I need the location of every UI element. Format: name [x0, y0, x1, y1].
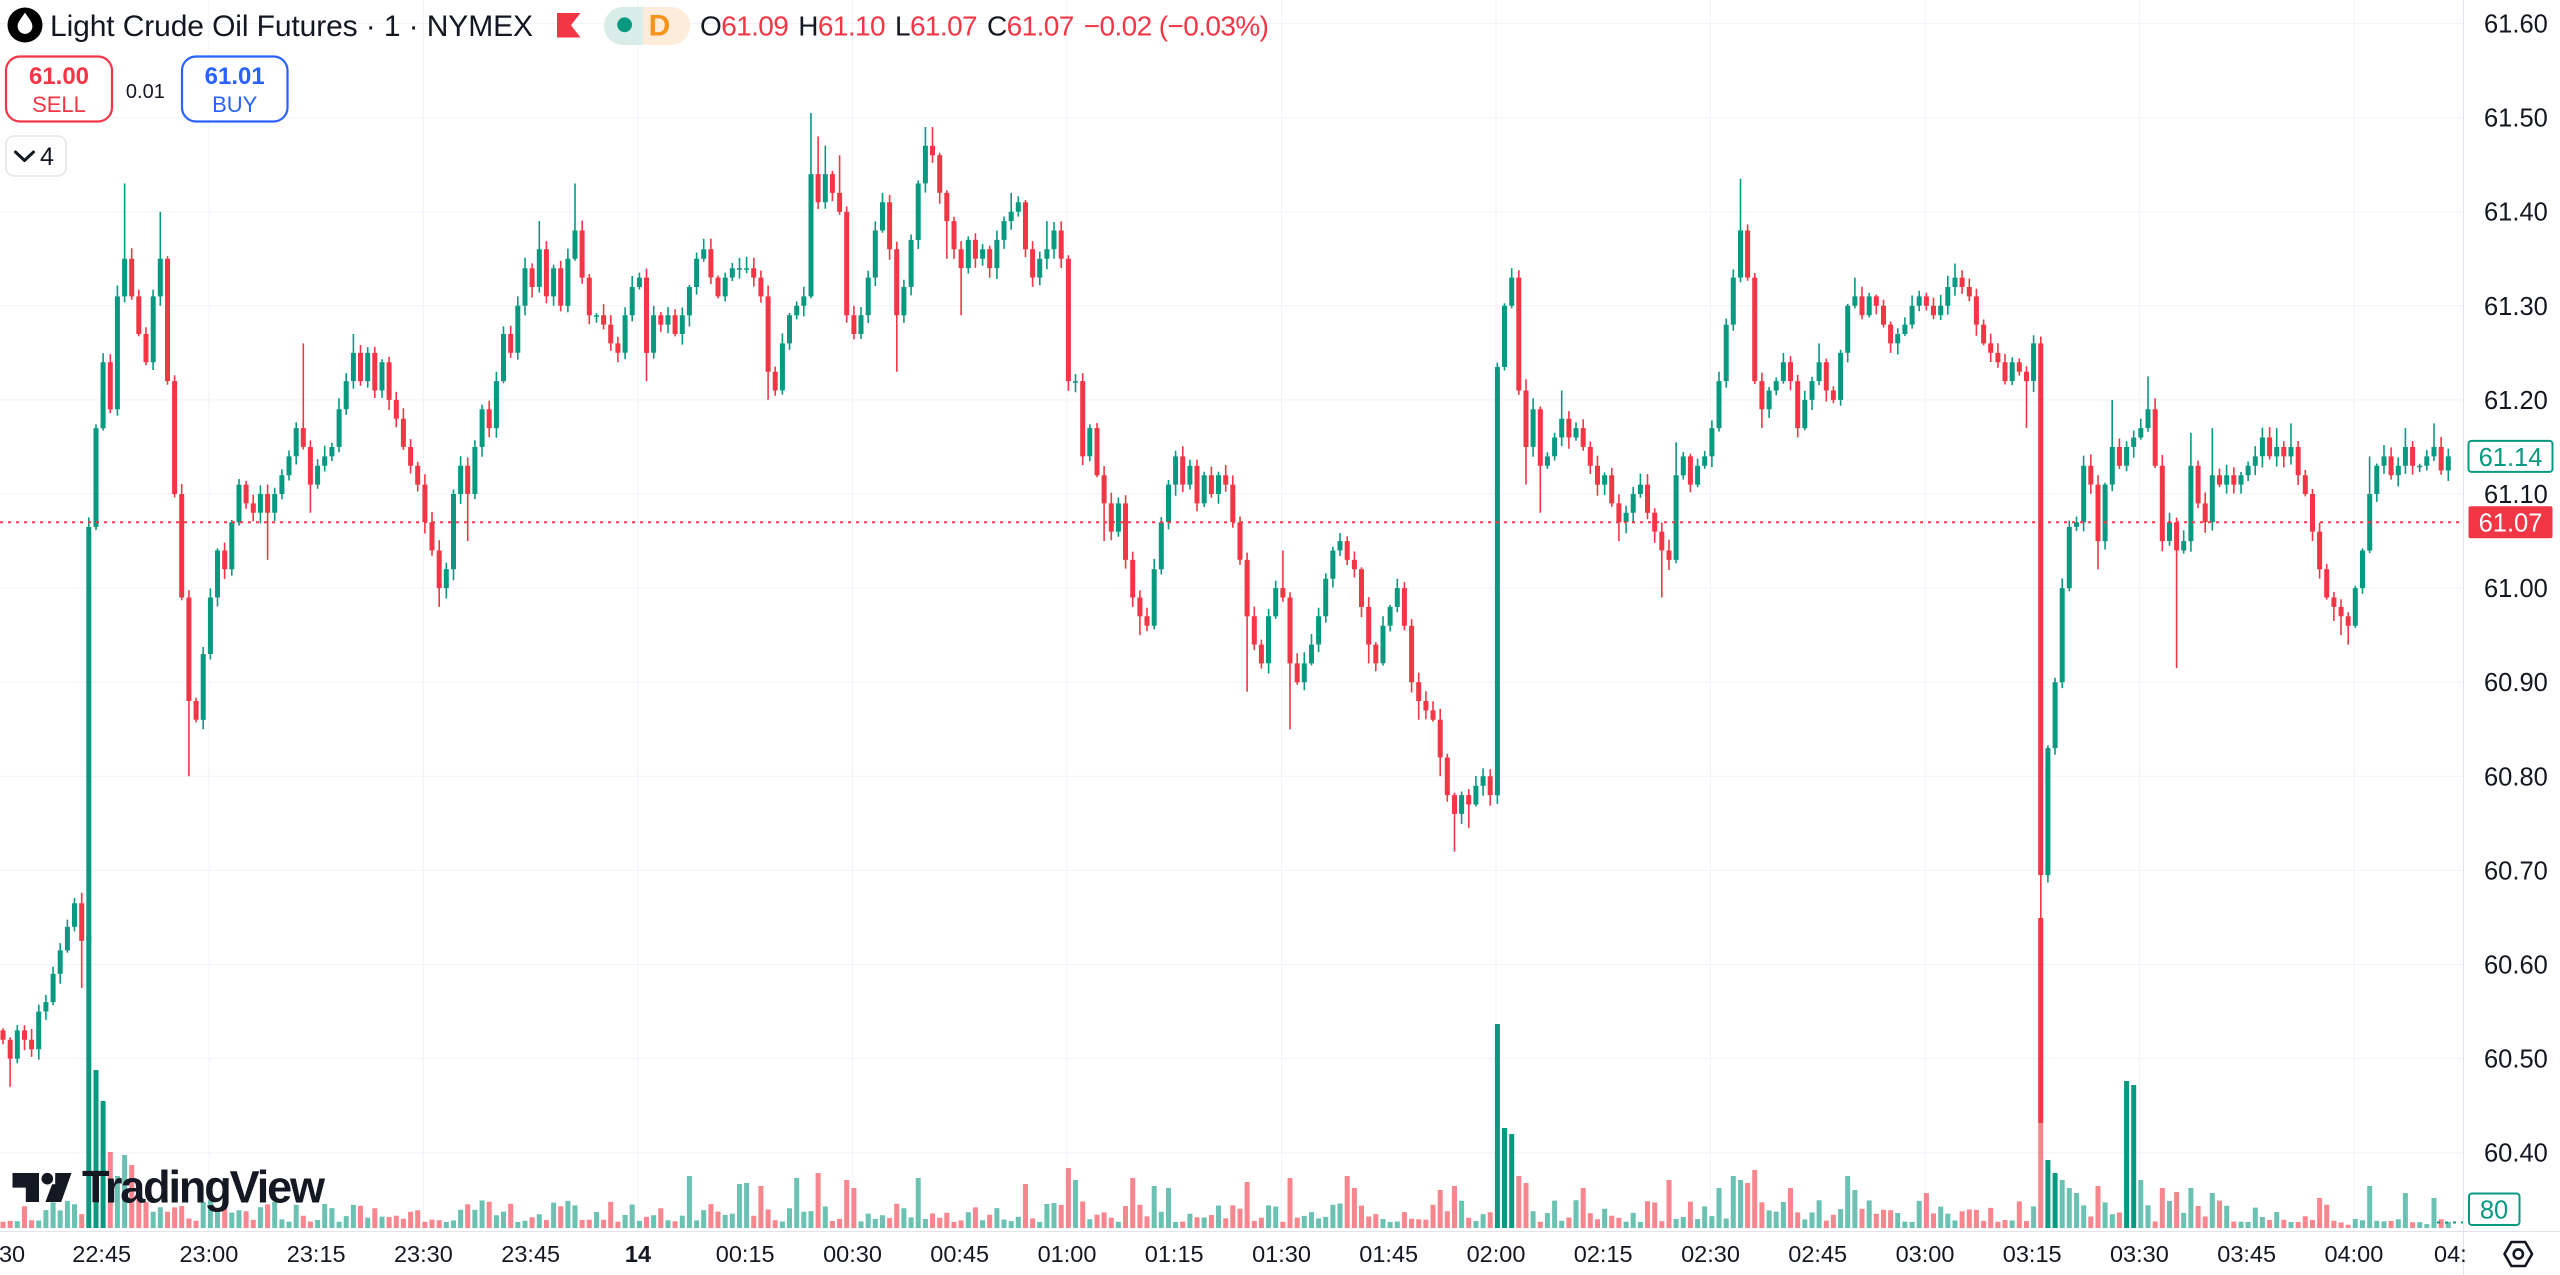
svg-text:Light Crude Oil Futures · 1 ·: Light Crude Oil Futures · 1 · NYMEX [50, 10, 533, 43]
svg-text:02:15: 02:15 [1574, 1241, 1633, 1267]
svg-text:00:15: 00:15 [716, 1241, 775, 1267]
svg-text:23:00: 23:00 [179, 1241, 238, 1267]
svg-text:61.14: 61.14 [2479, 444, 2543, 472]
svg-text:02:45: 02:45 [1788, 1241, 1847, 1267]
svg-text:01:00: 01:00 [1038, 1241, 1097, 1267]
svg-text:30: 30 [0, 1241, 25, 1267]
svg-text:61.00: 61.00 [2484, 575, 2548, 603]
svg-text:61.07: 61.07 [2479, 510, 2543, 538]
svg-text:0.01: 0.01 [126, 81, 165, 103]
svg-text:80: 80 [2480, 1197, 2508, 1225]
svg-text:00:45: 00:45 [930, 1241, 989, 1267]
svg-text:TradingView: TradingView [82, 1162, 326, 1213]
svg-text:60.80: 60.80 [2484, 763, 2548, 791]
svg-text:01:15: 01:15 [1145, 1241, 1204, 1267]
svg-text:SELL: SELL [32, 92, 86, 117]
svg-text:04:00: 04:00 [2324, 1241, 2383, 1267]
svg-text:02:00: 02:00 [1467, 1241, 1526, 1267]
svg-text:14: 14 [625, 1241, 651, 1267]
svg-text:61.00: 61.00 [29, 63, 89, 90]
svg-text:04:: 04: [2434, 1241, 2467, 1267]
svg-text:60.60: 60.60 [2484, 952, 2548, 980]
svg-text:01:45: 01:45 [1359, 1241, 1418, 1267]
svg-text:01:30: 01:30 [1252, 1241, 1311, 1267]
svg-text:61.60: 61.60 [2484, 11, 2548, 39]
svg-text:03:45: 03:45 [2217, 1241, 2276, 1267]
svg-text:22:45: 22:45 [72, 1241, 131, 1267]
svg-text:61.50: 61.50 [2484, 105, 2548, 133]
svg-text:61.10: 61.10 [2484, 481, 2548, 509]
svg-text:61.30: 61.30 [2484, 293, 2548, 321]
svg-text:03:00: 03:00 [1896, 1241, 1955, 1267]
svg-text:00:30: 00:30 [823, 1241, 882, 1267]
svg-text:03:15: 03:15 [2003, 1241, 2062, 1267]
svg-text:60.70: 60.70 [2484, 857, 2548, 885]
svg-text:4: 4 [40, 143, 54, 171]
svg-text:03:30: 03:30 [2110, 1241, 2169, 1267]
svg-text:60.50: 60.50 [2484, 1046, 2548, 1074]
svg-text:23:30: 23:30 [394, 1241, 453, 1267]
svg-text:61.40: 61.40 [2484, 199, 2548, 227]
svg-text:61.20: 61.20 [2484, 387, 2548, 415]
svg-text:D: D [649, 10, 671, 43]
svg-text:BUY: BUY [212, 92, 258, 117]
svg-text:60.40: 60.40 [2484, 1140, 2548, 1168]
svg-text:23:45: 23:45 [501, 1241, 560, 1267]
svg-text:61.01: 61.01 [205, 63, 265, 90]
svg-text:02:30: 02:30 [1681, 1241, 1740, 1267]
svg-text:60.90: 60.90 [2484, 669, 2548, 697]
svg-text:23:15: 23:15 [287, 1241, 346, 1267]
